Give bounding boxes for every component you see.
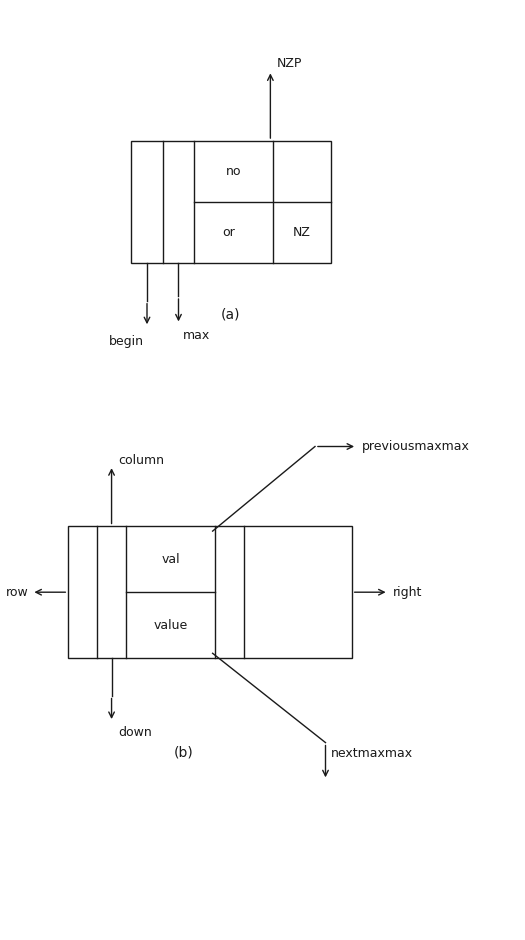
- Text: previousmaxmax: previousmaxmax: [362, 440, 470, 453]
- Text: row: row: [6, 586, 29, 599]
- Text: or: or: [222, 227, 235, 239]
- Text: val: val: [161, 553, 180, 566]
- Bar: [131, 141, 331, 263]
- Text: NZ: NZ: [293, 227, 311, 239]
- Text: begin: begin: [109, 335, 144, 348]
- Text: column: column: [118, 454, 164, 467]
- Text: (b): (b): [174, 745, 194, 759]
- Text: no: no: [226, 165, 242, 178]
- Text: nextmaxmax: nextmaxmax: [331, 747, 413, 760]
- Text: (a): (a): [221, 308, 241, 321]
- Text: value: value: [153, 619, 188, 632]
- Text: max: max: [183, 329, 210, 342]
- Bar: [68, 526, 352, 658]
- Text: down: down: [118, 726, 152, 739]
- Text: right: right: [393, 586, 422, 599]
- Text: NZP: NZP: [277, 57, 302, 70]
